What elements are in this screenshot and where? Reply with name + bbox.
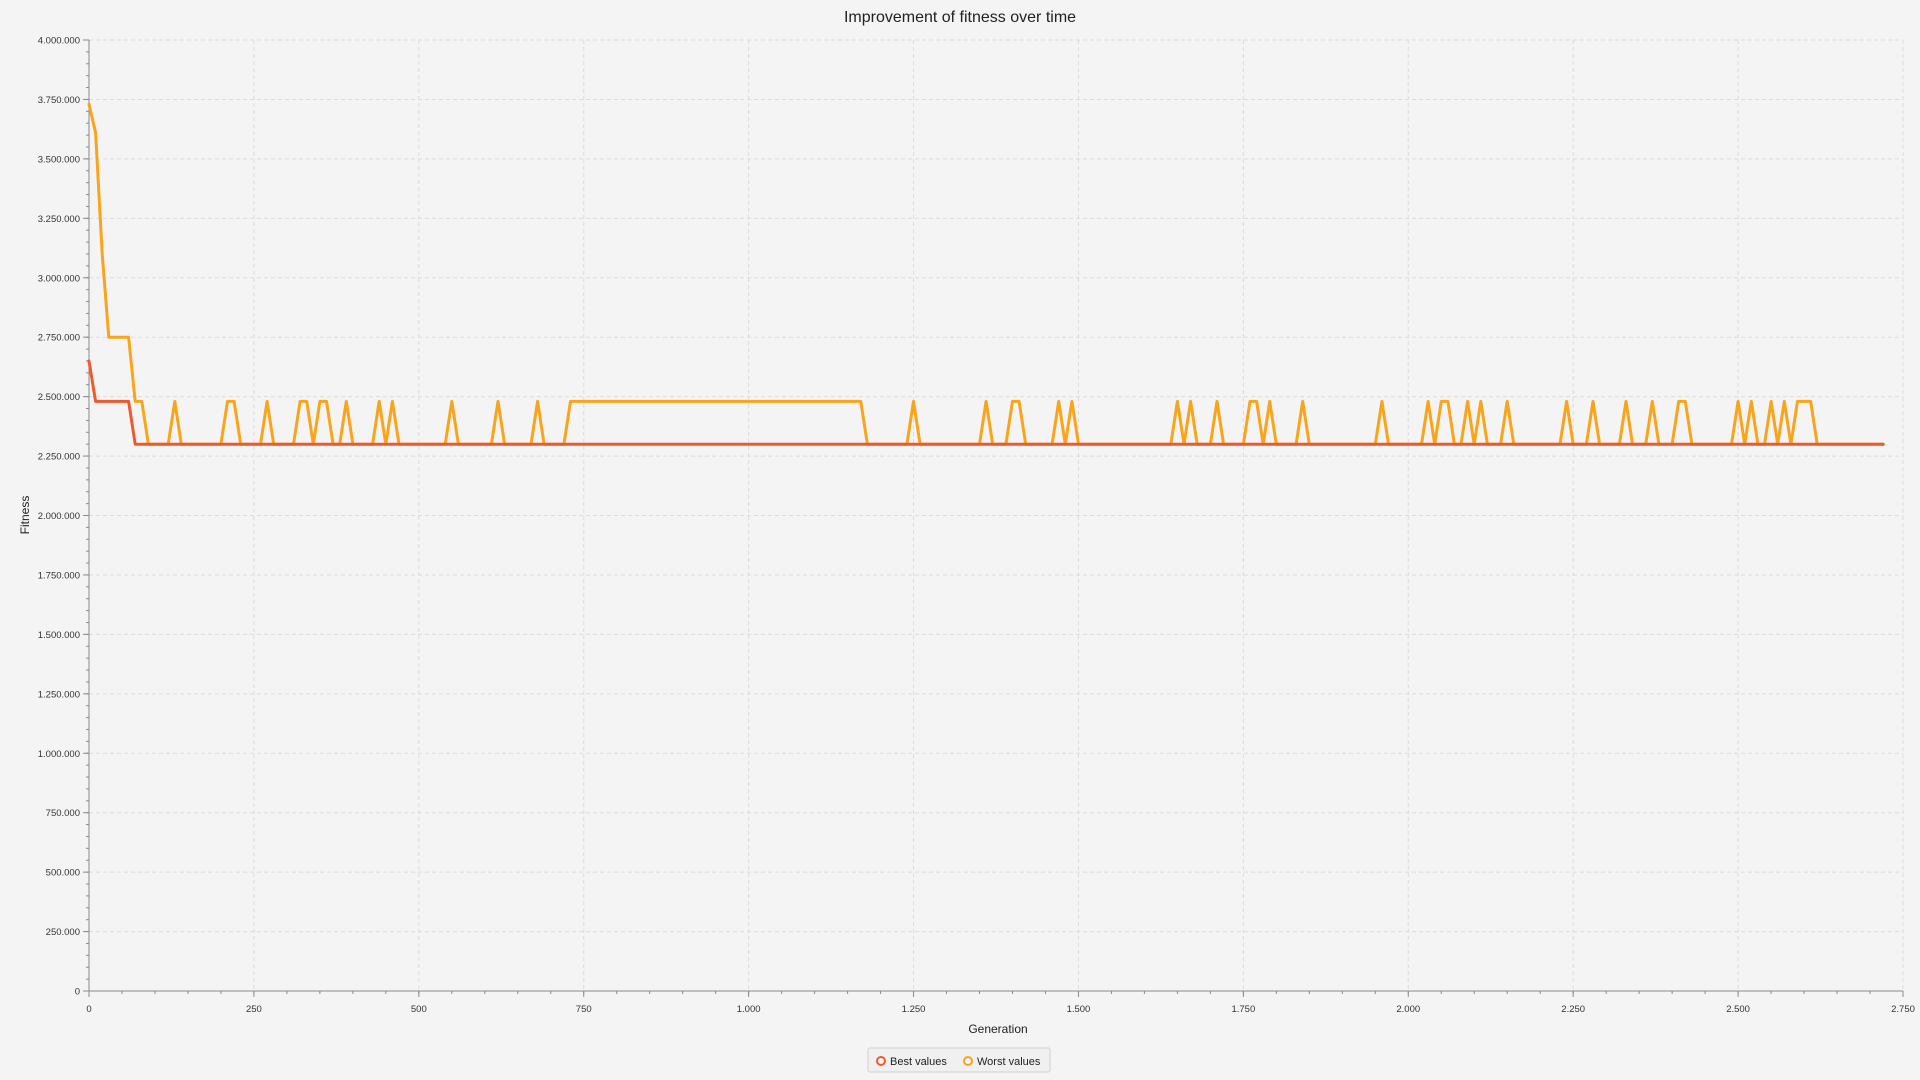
y-tick-label: 2.000.000 <box>38 511 80 522</box>
x-tick-label: 2.500 <box>1726 1004 1750 1015</box>
legend-best-label: Best values <box>890 1056 947 1068</box>
x-tick-label: 1.500 <box>1067 1004 1091 1015</box>
x-tick-label: 500 <box>411 1004 427 1015</box>
y-tick-label: 1.250.000 <box>38 689 80 700</box>
chart-title: Improvement of fitness over time <box>844 9 1076 26</box>
x-tick-label: 1.000 <box>737 1004 761 1015</box>
y-tick-label: 2.750.000 <box>38 333 80 344</box>
x-tick-label: 1.750 <box>1231 1004 1255 1015</box>
x-tick-label: 0 <box>86 1004 91 1015</box>
legend-worst-marker <box>963 1056 973 1066</box>
x-tick-label: 2.000 <box>1396 1004 1420 1015</box>
series-layer <box>87 102 1885 446</box>
series-line-best-values <box>87 359 1885 446</box>
x-tick-label: 2.250 <box>1561 1004 1585 1015</box>
y-tick-label: 250.000 <box>46 927 80 938</box>
y-tick-label: 3.500.000 <box>38 154 80 165</box>
y-tick-label: 750.000 <box>46 808 80 819</box>
y-tick-label: 1.000.000 <box>38 749 80 760</box>
series-line-worst-values <box>87 102 1885 446</box>
y-tick-label: 3.000.000 <box>38 273 80 284</box>
x-axis-title: Generation <box>968 1022 1027 1036</box>
legend-best-marker <box>876 1056 886 1066</box>
x-tick-label: 750 <box>576 1004 592 1015</box>
x-tick-label: 2.750 <box>1891 1004 1915 1015</box>
legend-box <box>867 1047 1051 1073</box>
y-tick-label: 1.750.000 <box>38 570 80 581</box>
x-tick-label: 250 <box>246 1004 262 1015</box>
legend-item-best[interactable]: Best values <box>876 1056 947 1068</box>
x-tick-label: 1.250 <box>902 1004 926 1015</box>
y-axis-title: Fitness <box>18 496 32 535</box>
legend-worst-label: Worst values <box>977 1056 1041 1068</box>
y-tick-label: 2.250.000 <box>38 452 80 463</box>
y-tick-label: 3.250.000 <box>38 214 80 225</box>
y-tick-label: 500.000 <box>46 868 80 879</box>
legend: Best values Worst values <box>867 1047 1051 1073</box>
legend-item-worst[interactable]: Worst values <box>963 1056 1041 1068</box>
axes: 0 250 500 750 1.000 1.250 1.500 1.750 2.000 2.250… <box>38 36 1915 1016</box>
y-tick-label: 3.750.000 <box>38 95 80 106</box>
y-tick-label: 1.500.000 <box>38 630 80 641</box>
y-tick-label: 0 <box>75 987 80 998</box>
grid <box>88 39 1904 992</box>
y-tick-label: 2.500.000 <box>38 392 80 403</box>
y-tick-label: 4.000.000 <box>38 36 80 47</box>
